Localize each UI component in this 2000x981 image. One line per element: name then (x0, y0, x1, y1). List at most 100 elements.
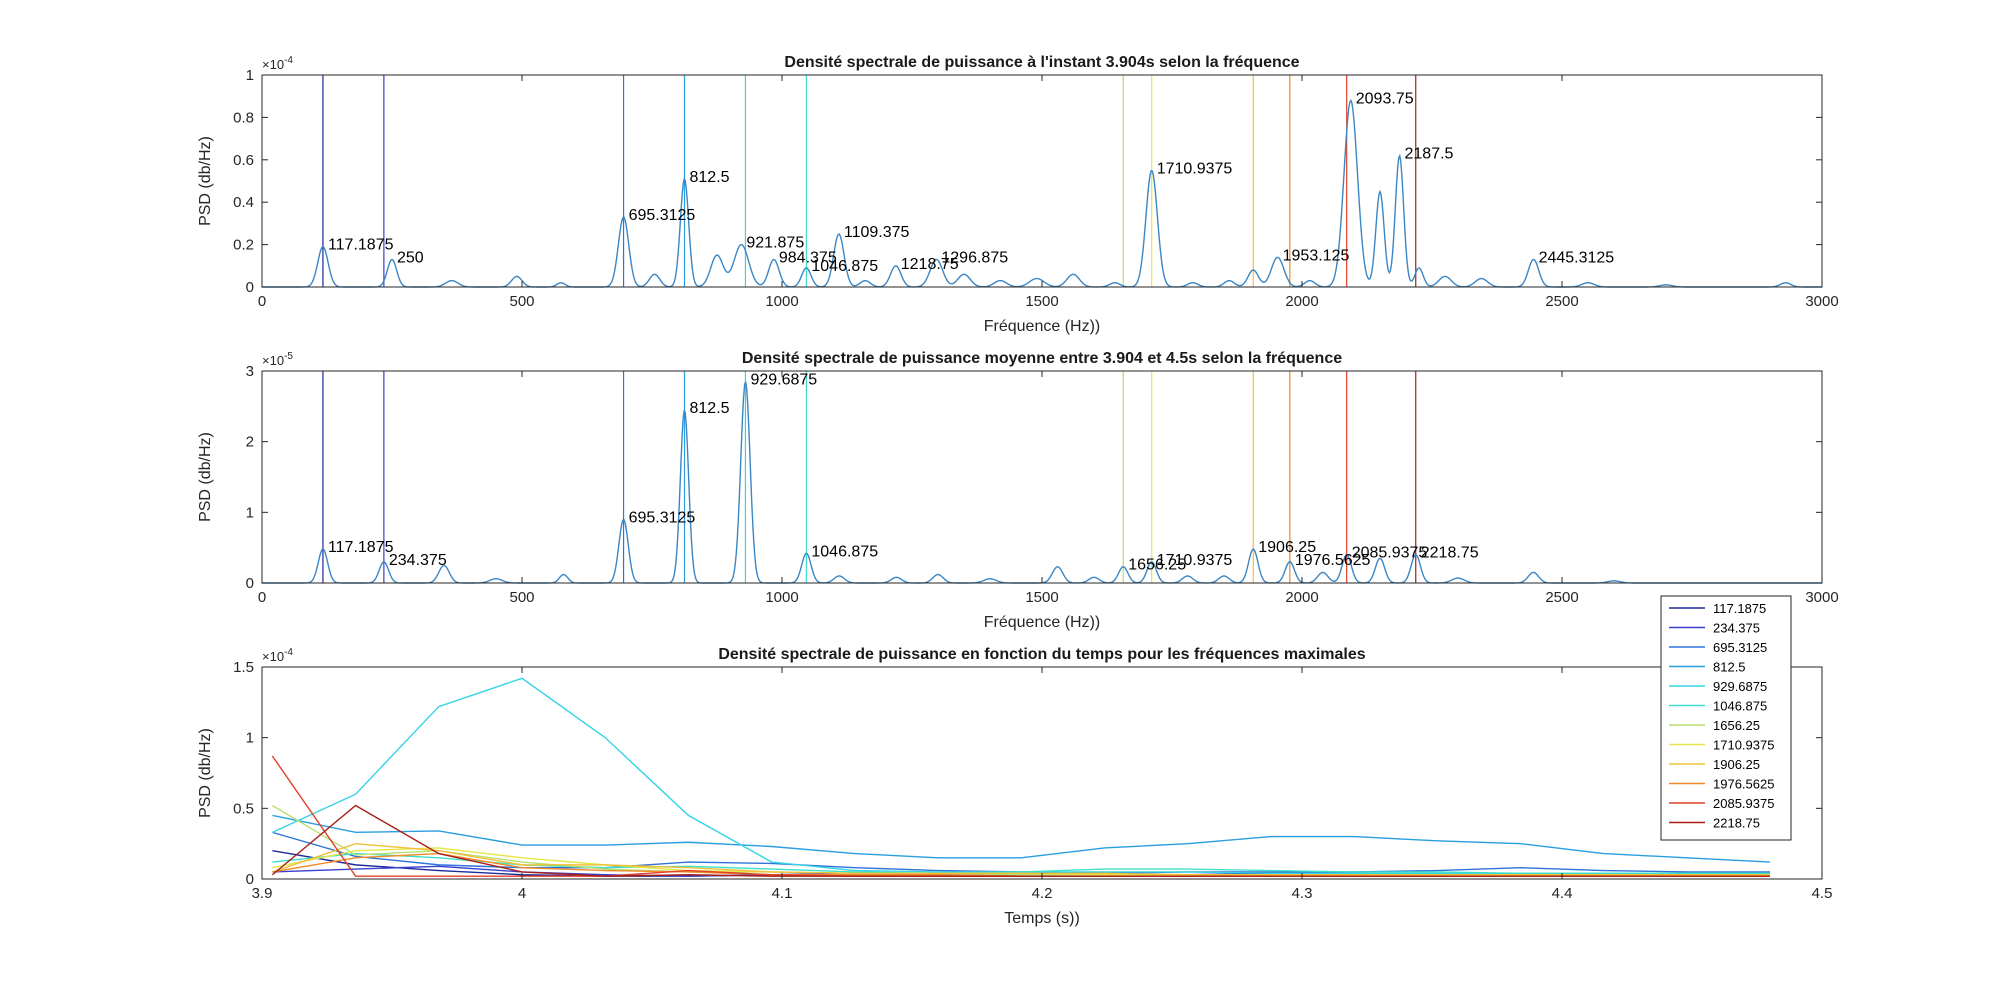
x-tick-label: 4.3 (1292, 885, 1313, 902)
peak-annotation: 1976.5625 (1295, 552, 1371, 569)
x-tick-label: 3.9 (252, 885, 273, 902)
x-tick-label: 1000 (765, 589, 798, 606)
axis-exponent: ×10-4 (262, 55, 293, 72)
y-axis-label: PSD (db/Hz) (197, 728, 214, 818)
peak-annotation: 1296.875 (941, 249, 1008, 266)
peak-annotation: 117.1875 (328, 237, 394, 254)
chart-title: Densité spectrale de puissance en foncti… (718, 646, 1365, 663)
x-tick-label: 3000 (1805, 293, 1838, 310)
y-tick-label: 0.5 (233, 800, 254, 817)
y-tick-label: 3 (246, 363, 254, 380)
peak-annotation: 1218.75 (901, 256, 959, 273)
peak-annotation: 695.3125 (629, 509, 696, 526)
y-tick-label: 2 (246, 434, 254, 451)
peak-annotation: 2445.3125 (1539, 249, 1615, 266)
x-tick-label: 3000 (1805, 589, 1838, 606)
x-axis-label: Fréquence (Hz)) (984, 614, 1100, 631)
peak-annotation: 2093.75 (1356, 90, 1414, 107)
axis-exponent-base: ×10 (262, 649, 284, 664)
peak-annotation: 921.875 (746, 235, 804, 252)
x-tick-label: 4.4 (1552, 885, 1573, 902)
y-axis-label: PSD (db/Hz) (197, 432, 214, 522)
legend-entry: 812.5 (1713, 660, 1746, 675)
legend-entry: 2218.75 (1713, 816, 1760, 831)
peak-annotation: 812.5 (690, 400, 730, 417)
x-tick-label: 4.2 (1032, 885, 1053, 902)
axis-exponent-power: -4 (284, 647, 293, 658)
axis-exponent: ×10-5 (262, 351, 293, 368)
legend: 117.1875 234.375 695.3125 812.5 929.6875 1046… (1660, 595, 1792, 841)
peak-annotation: 2218.75 (1421, 545, 1479, 562)
peak-annotation: 1046.875 (811, 543, 878, 560)
legend-entry: 1046.875 (1713, 699, 1767, 714)
y-tick-label: 0.8 (233, 109, 254, 126)
y-tick-label: 1 (246, 730, 254, 747)
psd-time-plot: 3.9 4 4.1 4.2 4.3 4.4 4.5 0 0.5 1 1.5 ×10-4 Densité … (197, 595, 1833, 927)
psd-instant-plot: 0 500 1000 1500 2000 2500 3000 0 0.2 0.4 0.6 0.8 1 ×1… (197, 54, 1839, 335)
plot-area (262, 75, 1822, 287)
legend-entry: 234.375 (1713, 621, 1760, 636)
legend-entry: 1976.5625 (1713, 777, 1774, 792)
peak-annotation: 1046.875 (811, 258, 878, 275)
series-line (272, 814, 1771, 863)
plot-area (262, 667, 1822, 879)
legend-entry: 1906.25 (1713, 757, 1760, 772)
chart-title: Densité spectrale de puissance à l'insta… (784, 54, 1299, 71)
x-axis-label: Fréquence (Hz)) (984, 318, 1100, 335)
peak-annotation: 1710.9375 (1157, 160, 1233, 177)
axis-exponent: ×10-4 (262, 647, 293, 664)
y-tick-label: 0 (246, 279, 254, 296)
peak-annotation: 1710.9375 (1157, 552, 1233, 569)
y-tick-label: 1.5 (233, 659, 254, 676)
x-tick-label: 1500 (1025, 293, 1058, 310)
x-tick-label: 4 (518, 885, 526, 902)
x-tick-label: 1500 (1025, 589, 1058, 606)
y-tick-label: 1 (246, 504, 254, 521)
x-tick-label: 2000 (1285, 589, 1318, 606)
axis-exponent-base: ×10 (262, 57, 284, 72)
peak-annotation: 1656.25 (1128, 557, 1186, 574)
x-axis-label: Temps (s)) (1004, 910, 1080, 927)
x-tick-label: 2500 (1545, 589, 1578, 606)
peak-annotation: 117.1875 (328, 539, 394, 556)
peak-annotation: 812.5 (690, 169, 730, 186)
peak-annotation: 2187.5 (1405, 146, 1454, 163)
legend-entry: 1710.9375 (1713, 738, 1774, 753)
x-tick-label: 0 (258, 293, 266, 310)
x-tick-label: 500 (509, 589, 534, 606)
axis-exponent-power: -4 (284, 55, 293, 66)
peak-annotation: 695.3125 (629, 207, 696, 224)
y-tick-label: 0.4 (233, 194, 254, 211)
legend-entry: 2085.9375 (1713, 796, 1774, 811)
peak-annotation: 234.375 (389, 552, 447, 569)
peak-annotation: 1906.25 (1258, 539, 1316, 556)
series-line (271, 804, 1770, 877)
x-tick-label: 2000 (1285, 293, 1318, 310)
axis-exponent-power: -5 (284, 351, 293, 362)
axis-exponent-base: ×10 (262, 353, 284, 368)
peak-annotation: 929.6875 (750, 372, 817, 389)
y-tick-label: 0.6 (233, 152, 254, 169)
x-tick-label: 4.1 (772, 885, 793, 902)
x-tick-label: 2500 (1545, 293, 1578, 310)
x-tick-label: 1000 (765, 293, 798, 310)
peak-annotation: 1953.125 (1283, 247, 1350, 264)
y-tick-label: 0 (246, 575, 254, 592)
legend-entry: 929.6875 (1713, 679, 1767, 694)
x-tick-label: 4.5 (1812, 885, 1833, 902)
y-axis-label: PSD (db/Hz) (197, 136, 214, 226)
psd-mean-plot: 0 500 1000 1500 2000 2500 3000 0 1 2 3 ×10-5 Densité… (197, 350, 1839, 631)
peak-annotation: 1109.375 (844, 224, 910, 241)
y-tick-label: 0 (246, 871, 254, 888)
legend-entry: 117.1875 (1713, 601, 1766, 616)
peak-annotation: 250 (397, 249, 424, 266)
peak-annotation: 984.375 (779, 249, 837, 266)
plot-area (262, 371, 1822, 583)
chart-title: Densité spectrale de puissance moyenne e… (742, 350, 1342, 367)
peak-annotation: 2085.9375 (1352, 545, 1428, 562)
series-line (272, 842, 1770, 876)
legend-box (1660, 595, 1792, 841)
y-tick-label: 1 (246, 67, 254, 84)
y-tick-label: 0.2 (233, 237, 254, 254)
